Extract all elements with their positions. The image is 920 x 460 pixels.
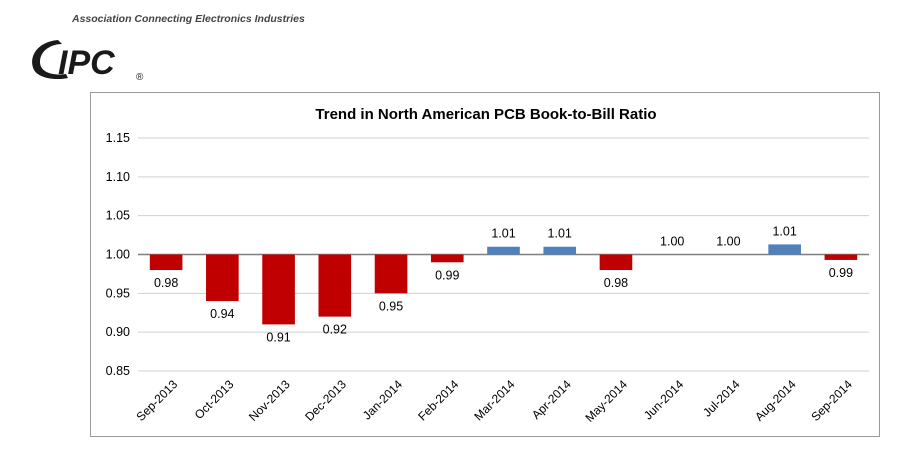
y-tick-label: 1.10: [106, 170, 130, 184]
logo-swoosh: [32, 40, 68, 80]
x-tick-label: Feb-2014: [415, 377, 461, 423]
y-axis-ticks: 0.85 0.90 0.95 1.00 1.05 1.10 1.15: [106, 131, 130, 378]
data-label: 1.00: [716, 235, 740, 249]
x-tick-label: Aug-2014: [752, 377, 799, 424]
x-tick-label: Sep-2013: [134, 377, 181, 424]
bar-feb-2014: [430, 254, 464, 263]
x-tick-label: Sep-2014: [808, 377, 855, 424]
x-tick-label: Apr-2014: [529, 377, 574, 422]
y-tick-label: 1.05: [106, 209, 130, 223]
chart-title: Trend in North American PCB Book-to-Bill…: [315, 106, 656, 123]
y-tick-label: 0.85: [106, 364, 130, 378]
bar-oct-2013: [206, 254, 239, 302]
x-axis-ticks: Sep-2013 Oct-2013 Nov-2013 Dec-2013 Jan-2014…: [134, 377, 856, 425]
data-labels: 0.98 0.94 0.91 0.92 0.95 0.99 1.01 1.01 0.98 1.00…: [154, 224, 853, 344]
x-tick-label: Dec-2013: [302, 377, 349, 424]
bar-aug-2014: [768, 244, 801, 255]
data-label: 1.01: [548, 227, 572, 241]
x-tick-label: Nov-2013: [246, 377, 293, 424]
bar-may-2014: [599, 254, 633, 271]
x-tick-label: May-2014: [582, 377, 630, 425]
data-label: 0.95: [379, 299, 403, 313]
data-label: 0.92: [323, 323, 347, 337]
data-label: 1.01: [491, 227, 515, 241]
logo-wordmark: IPC: [58, 44, 115, 82]
data-label: 0.91: [266, 330, 290, 344]
book-to-bill-chart: Trend in North American PCB Book-to-Bill…: [106, 106, 869, 425]
x-tick-label: Oct-2013: [192, 377, 237, 422]
logo-registered-mark: ®: [136, 72, 144, 82]
data-label: 1.01: [772, 224, 796, 238]
bar-jan-2014: [374, 254, 408, 294]
x-tick-label: Jan-2014: [360, 377, 406, 423]
data-label: 0.98: [154, 276, 178, 290]
data-label: 0.99: [829, 266, 853, 280]
bars: [149, 244, 858, 325]
bar-mar-2014: [487, 246, 520, 255]
bar-sep-2014: [824, 254, 858, 260]
y-tick-label: 0.95: [106, 286, 130, 300]
x-tick-label: Jul-2014: [700, 377, 743, 420]
data-label: 0.99: [435, 268, 459, 282]
bar-nov-2013: [262, 254, 295, 325]
ipc-logo: IPC ®: [32, 40, 144, 82]
y-tick-label: 0.90: [106, 325, 130, 339]
x-tick-label: Mar-2014: [471, 377, 517, 423]
bar-apr-2014: [543, 246, 577, 255]
brand-tagline: Association Connecting Electronics Indus…: [72, 13, 305, 25]
data-label: 0.94: [210, 307, 234, 321]
data-label: 1.00: [660, 235, 684, 249]
x-tick-label: Jun-2014: [641, 377, 687, 423]
bar-dec-2013: [318, 254, 352, 317]
chart-frame: Trend in North American PCB Book-to-Bill…: [90, 92, 880, 437]
y-tick-label: 1.00: [106, 248, 130, 262]
y-tick-label: 1.15: [106, 131, 130, 145]
bar-sep-2013: [149, 254, 183, 271]
data-label: 0.98: [604, 276, 628, 290]
